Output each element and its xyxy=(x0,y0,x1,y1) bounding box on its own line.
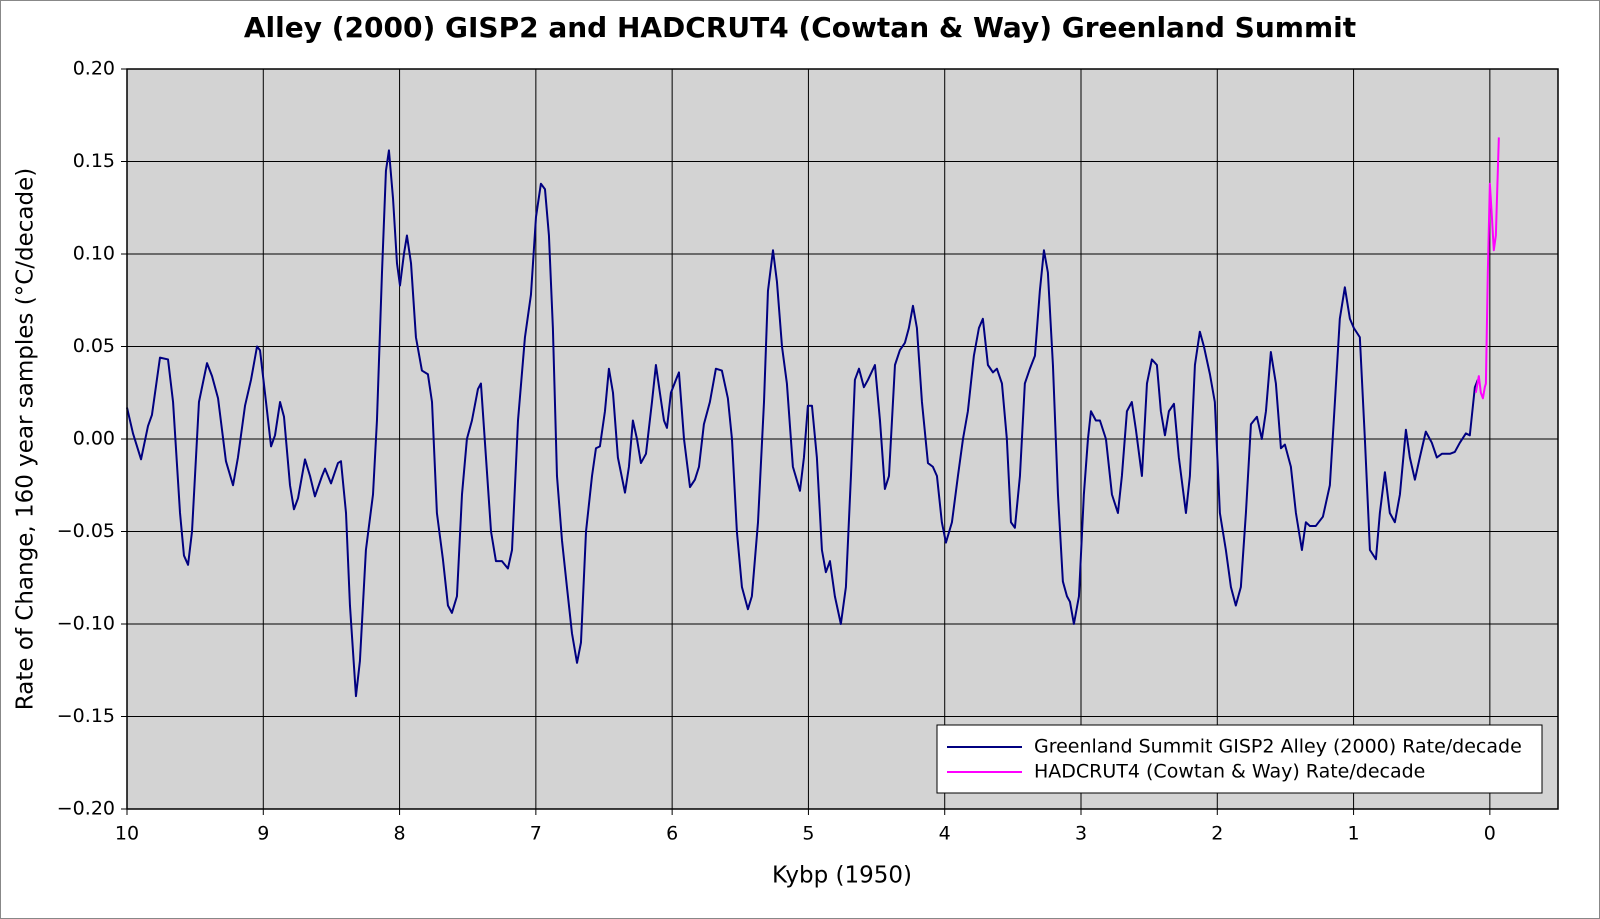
x-tick-label: 2 xyxy=(1211,823,1223,845)
plot-frame xyxy=(126,68,1559,810)
x-tick-label: 9 xyxy=(257,823,269,845)
y-tick-label: −0.10 xyxy=(57,613,115,635)
y-tick-label: 0.05 xyxy=(73,335,115,357)
x-tick-label: 10 xyxy=(115,823,139,845)
x-tick-label: 1 xyxy=(1348,823,1360,845)
legend-box xyxy=(936,724,1543,794)
legend-label: Greenland Summit GISP2 Alley (2000) Rate… xyxy=(1034,736,1522,758)
x-tick-label: 7 xyxy=(530,823,542,845)
x-tick-label: 6 xyxy=(666,823,678,845)
y-tick-label: −0.05 xyxy=(57,520,115,542)
x-tick-label: 5 xyxy=(802,823,814,845)
y-tick-label: 0.10 xyxy=(73,243,115,265)
x-tick-label: 0 xyxy=(1484,823,1496,845)
x-tick-label: 3 xyxy=(1075,823,1087,845)
y-tick-label: 0.20 xyxy=(73,58,115,80)
y-tick-label: −0.15 xyxy=(57,705,115,727)
legend: Greenland Summit GISP2 Alley (2000) Rate… xyxy=(936,724,1543,794)
x-axis-label: Kybp (1950) xyxy=(772,863,912,889)
y-tick-label: −0.20 xyxy=(57,798,115,820)
series-line xyxy=(126,149,1479,698)
x-tick-label: 8 xyxy=(394,823,406,845)
y-tick-label: 0.00 xyxy=(73,428,115,450)
y-tick-label: 0.15 xyxy=(73,150,115,172)
legend-label: HADCRUT4 (Cowtan & Way) Rate/decade xyxy=(1034,761,1425,783)
x-tick-label: 4 xyxy=(939,823,951,845)
y-axis-label: Rate of Change, 160 year samples (°C/dec… xyxy=(13,168,39,710)
series-line xyxy=(1474,137,1500,400)
series-lines xyxy=(126,137,1500,698)
chart-title: Alley (2000) GISP2 and HADCRUT4 (Cowtan … xyxy=(244,11,1356,44)
